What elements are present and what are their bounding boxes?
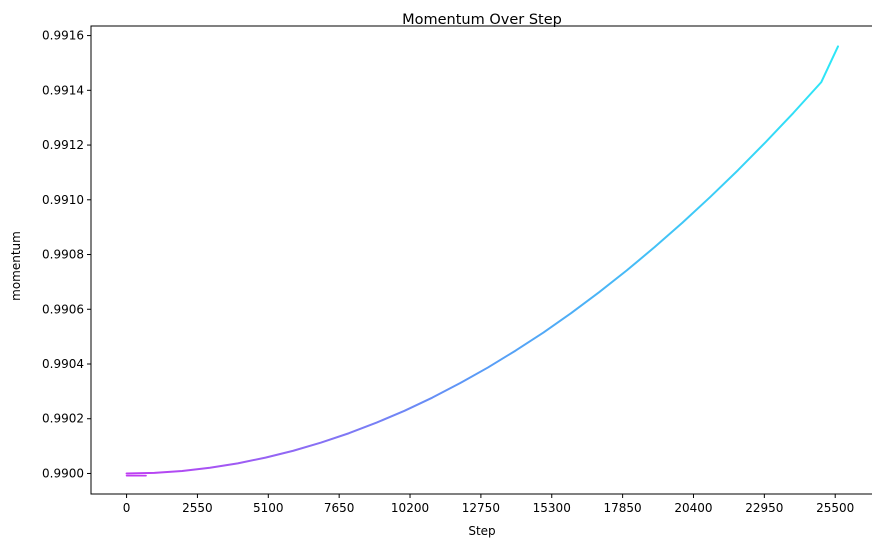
x-tick-label: 7650 [324, 501, 355, 515]
x-tick-label: 22950 [745, 501, 783, 515]
y-axis-title: momentum [9, 231, 23, 301]
x-tick-label: 12750 [462, 501, 500, 515]
data-point [376, 422, 377, 423]
data-point [710, 196, 711, 197]
data-point [182, 470, 183, 471]
x-tick-label: 20400 [674, 501, 712, 515]
x-axis-ticks: 0 2550 5100 7650 10200 12750 15300 17850 20400 22… [123, 494, 854, 515]
plot-frame [90, 25, 872, 495]
x-tick-label: 17850 [604, 501, 642, 515]
data-point [265, 457, 266, 458]
data-point [737, 170, 738, 171]
y-tick-label: 0.9914 [42, 83, 84, 97]
y-tick-label: 0.9900 [42, 466, 84, 480]
y-tick-label: 0.9906 [42, 302, 84, 316]
data-point [682, 222, 683, 223]
data-point [237, 463, 238, 464]
x-tick-label: 5100 [253, 501, 284, 515]
data-point [432, 397, 433, 398]
data-point [837, 46, 838, 47]
data-point [626, 270, 627, 271]
series-layer [125, 45, 839, 477]
chart-title: Momentum Over Step [402, 12, 562, 28]
y-tick-label: 0.9902 [42, 412, 84, 426]
data-point [821, 82, 822, 83]
y-tick-label: 0.9904 [42, 357, 84, 371]
data-point [543, 332, 544, 333]
data-point [793, 112, 794, 113]
data-point [598, 292, 599, 293]
data-point [459, 383, 460, 384]
y-tick-label: 0.9912 [42, 138, 84, 152]
y-tick-label: 0.9910 [42, 193, 84, 207]
data-point [515, 350, 516, 351]
data-point [404, 410, 405, 411]
data-point [348, 433, 349, 434]
x-tick-label: 15300 [533, 501, 571, 515]
y-axis-ticks: 0.9900 0.9902 0.9904 0.9906 0.9908 0.9910 0.99… [42, 29, 91, 480]
data-point [571, 312, 572, 313]
data-point [765, 141, 766, 142]
data-point [145, 475, 146, 476]
data-point [154, 472, 155, 473]
x-axis-title: Step [468, 524, 495, 538]
data-point [654, 247, 655, 248]
data-point [209, 467, 210, 468]
y-tick-label: 0.9916 [42, 29, 84, 43]
x-tick-label: 2550 [182, 501, 213, 515]
data-point [126, 475, 127, 476]
y-tick-label: 0.9908 [42, 248, 84, 262]
data-point [487, 367, 488, 368]
series-line-0 [125, 45, 839, 475]
x-tick-label: 25500 [816, 501, 854, 515]
data-point [293, 450, 294, 451]
x-tick-label: 0 [123, 501, 131, 515]
data-point [126, 473, 127, 474]
data-point [320, 442, 321, 443]
x-tick-label: 10200 [391, 501, 429, 515]
